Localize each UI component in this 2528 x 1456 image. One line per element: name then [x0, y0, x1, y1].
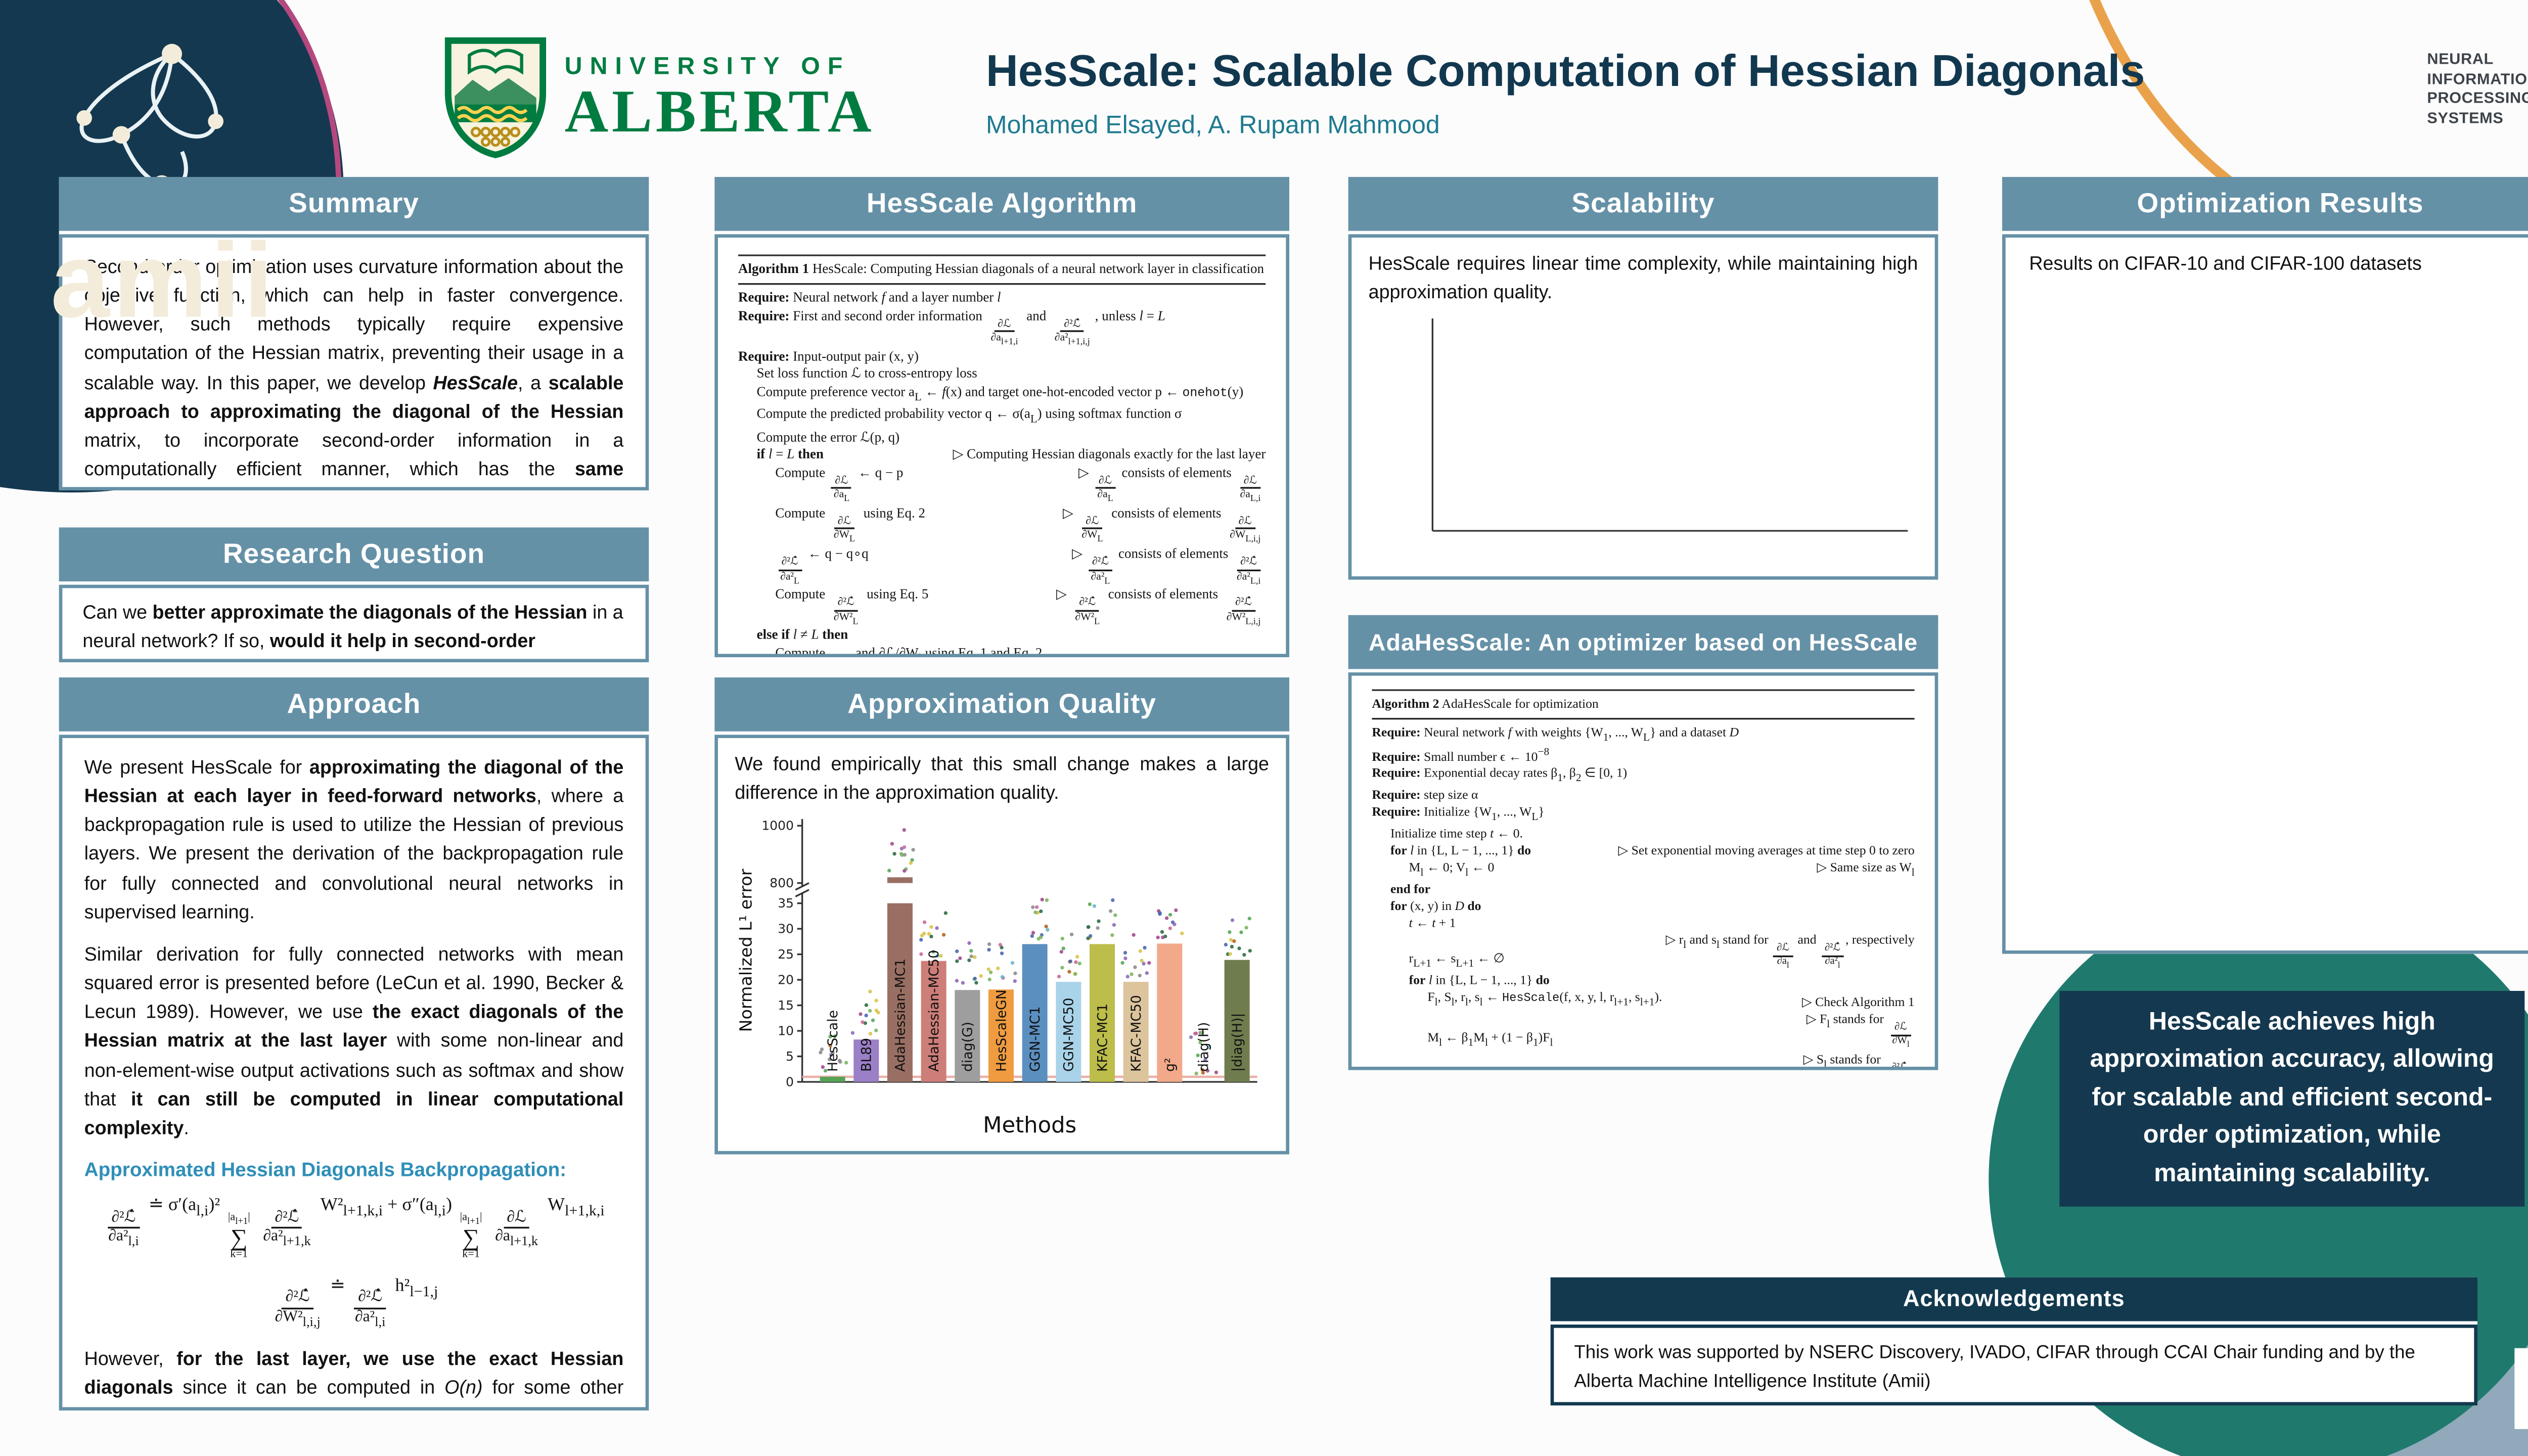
svg-text:HesScaleGN: HesScaleGN	[994, 990, 1009, 1072]
section-scalability: Scalability HesScale requires linear tim…	[1348, 176, 1938, 580]
uofa-line1: UNIVERSITY OF	[564, 53, 850, 80]
section-acknowledgements: Acknowledgements This work was supported…	[1550, 1277, 2477, 1405]
acknowledgements-header: Acknowledgements	[1550, 1277, 2477, 1322]
adahesscale-header: AdaHesScale: An optimizer based on HesSc…	[1348, 615, 1938, 669]
poster-authors: Mohamed Elsayed, A. Rupam Mahmood	[985, 111, 1440, 141]
svg-text:800: 800	[770, 876, 794, 891]
section-adahesscale: AdaHesScale: An optimizer based on HesSc…	[1348, 615, 1938, 1070]
neurips-logo: NEURAL INFORMATION PROCESSING SYSTEMS	[2327, 34, 2528, 145]
section-research-question: Research Question Can we better approxim…	[59, 527, 649, 662]
section-summary: Summary Second-order optimization uses c…	[59, 176, 649, 490]
optimization-results-note: Results on CIFAR-10 and CIFAR-100 datase…	[2029, 254, 2422, 275]
svg-text:AdaHessian-MC1: AdaHessian-MC1	[892, 959, 908, 1072]
equation-hessian-backprop: ∂²ℒ̂ ∂a²l,i ≐ σ′(al,i)² |al+1| ∑ k=1 ∂²ℒ̂ ∂a…	[108, 1195, 605, 1261]
algorithm-1: Algorithm 1 HesScale: Computing Hessian …	[738, 254, 1266, 654]
svg-text:5: 5	[786, 1050, 794, 1064]
approximation-quality-header: Approximation Quality	[714, 677, 1289, 732]
uofa-shield-icon	[444, 37, 547, 158]
algorithm-2: Algorithm 2 AdaHesScale for optimization…	[1372, 689, 1915, 1067]
approach-paragraph-2: Similar derivation for fully connected n…	[84, 945, 624, 1139]
conclusion-text: HesScale achieves high approximation acc…	[2090, 1007, 2494, 1188]
qr-code	[2514, 1348, 2528, 1429]
neurips-swirl-icon	[2327, 34, 2420, 145]
svg-text:GGN-MC1: GGN-MC1	[1027, 1007, 1043, 1072]
conclusion-callout: HesScale achieves high approximation acc…	[2059, 990, 2525, 1207]
summary-header: Summary	[59, 176, 649, 231]
svg-text:Normalized L¹ error: Normalized L¹ error	[736, 869, 756, 1032]
svg-text:15: 15	[778, 998, 794, 1013]
svg-text:AdaHessian-MC50: AdaHessian-MC50	[926, 950, 942, 1072]
approximation-error-bar-chart: 0 5 10 15 20 25 30 35 800 1000 HesScale BL89 AdaHess…	[735, 809, 1269, 1143]
approach-note: However, for the last layer, we use the …	[84, 1349, 624, 1399]
optimization-results-header: Optimization Results	[2002, 176, 2528, 231]
svg-text:BL89: BL89	[859, 1038, 875, 1072]
svg-text:35: 35	[778, 896, 794, 911]
svg-text:30: 30	[778, 922, 794, 937]
svg-text:diag(H): diag(H)	[1196, 1023, 1211, 1072]
section-hesscale-algorithm: HesScale Algorithm Algorithm 1 HesScale:…	[714, 176, 1289, 657]
section-optimization-results: Optimization Results Results on CIFAR-10…	[2002, 176, 2528, 954]
equation-weight-hessian: ∂²ℒ̂ ∂W²l,i,j ≐ ∂²ℒ̂ ∂a²l,i h²l−1,j	[275, 1275, 438, 1330]
acknowledgements-text: This work was supported by NSERC Discove…	[1574, 1343, 2415, 1392]
svg-text:HesScale: HesScale	[825, 1011, 841, 1072]
title-block: HesScale: Scalable Computation of Hessia…	[985, 45, 2145, 141]
neurips-line1: NEURAL INFORMATION	[2427, 50, 2528, 87]
svg-text:25: 25	[778, 947, 794, 962]
research-question-text: Can we better approximate the diagonals …	[82, 603, 623, 653]
approach-header: Approach	[59, 677, 649, 732]
scalability-line-chart	[1369, 309, 1918, 576]
uofa-logo: UNIVERSITY OF ALBERTA	[443, 37, 875, 158]
svg-text:GGN-MC50: GGN-MC50	[1061, 998, 1077, 1072]
summary-text: Second-order optimization uses curvature…	[84, 257, 624, 481]
svg-text:g²: g²	[1162, 1058, 1178, 1072]
svg-text:10: 10	[778, 1024, 794, 1038]
svg-text:diag(G): diag(G)	[960, 1022, 976, 1072]
poster-title: HesScale: Scalable Computation of Hessia…	[985, 45, 2145, 96]
neurips-line2: PROCESSING SYSTEMS	[2427, 89, 2528, 126]
approach-subheading: Approximated Hessian Diagonals Backpropa…	[84, 1159, 567, 1181]
approximation-quality-text: We found empirically that this small cha…	[735, 755, 1269, 804]
approach-paragraph-1: We present HesScale for approximating th…	[84, 758, 624, 923]
svg-text:KFAC-MC1: KFAC-MC1	[1095, 1004, 1110, 1072]
section-approach: Approach We present HesScale for approxi…	[59, 677, 649, 1410]
svg-text:Methods: Methods	[983, 1113, 1076, 1139]
hesscale-algorithm-header: HesScale Algorithm	[714, 176, 1289, 231]
uofa-line2: ALBERTA	[564, 77, 875, 145]
scalability-header: Scalability	[1348, 176, 1938, 231]
svg-text:0: 0	[786, 1075, 794, 1089]
svg-text:KFAC-MC50: KFAC-MC50	[1128, 995, 1144, 1072]
research-question-header: Research Question	[59, 527, 649, 581]
scalability-text: HesScale requires linear time complexity…	[1368, 254, 1918, 304]
section-approximation-quality: Approximation Quality We found empirical…	[714, 677, 1289, 1155]
svg-text:20: 20	[778, 973, 794, 987]
svg-text:|diag(H)|: |diag(H)|	[1230, 1014, 1245, 1072]
amii-logo-wordmark: amii	[50, 222, 277, 341]
svg-text:1000: 1000	[761, 819, 794, 834]
